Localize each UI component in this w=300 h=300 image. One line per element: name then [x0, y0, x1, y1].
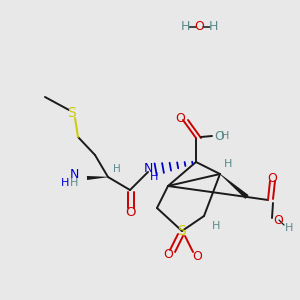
Text: O: O [214, 130, 224, 142]
Text: O: O [192, 250, 202, 263]
Text: S: S [68, 106, 76, 120]
Text: H: H [70, 178, 78, 188]
Text: O: O [194, 20, 204, 34]
Text: H: H [180, 20, 190, 34]
Text: N: N [69, 167, 79, 181]
Text: H: H [224, 159, 232, 169]
Text: N: N [143, 161, 153, 175]
Text: S: S [178, 224, 186, 238]
Polygon shape [220, 174, 249, 199]
Text: H: H [285, 223, 293, 233]
Text: H: H [212, 221, 220, 231]
Polygon shape [87, 176, 108, 180]
Text: H: H [61, 178, 69, 188]
Text: H: H [208, 20, 218, 34]
Text: O: O [267, 172, 277, 184]
Text: H: H [113, 164, 121, 174]
Text: O: O [273, 214, 283, 226]
Text: O: O [175, 112, 185, 124]
Text: O: O [163, 248, 173, 260]
Text: H: H [221, 131, 229, 141]
Text: O: O [125, 206, 135, 220]
Text: H: H [150, 172, 158, 182]
